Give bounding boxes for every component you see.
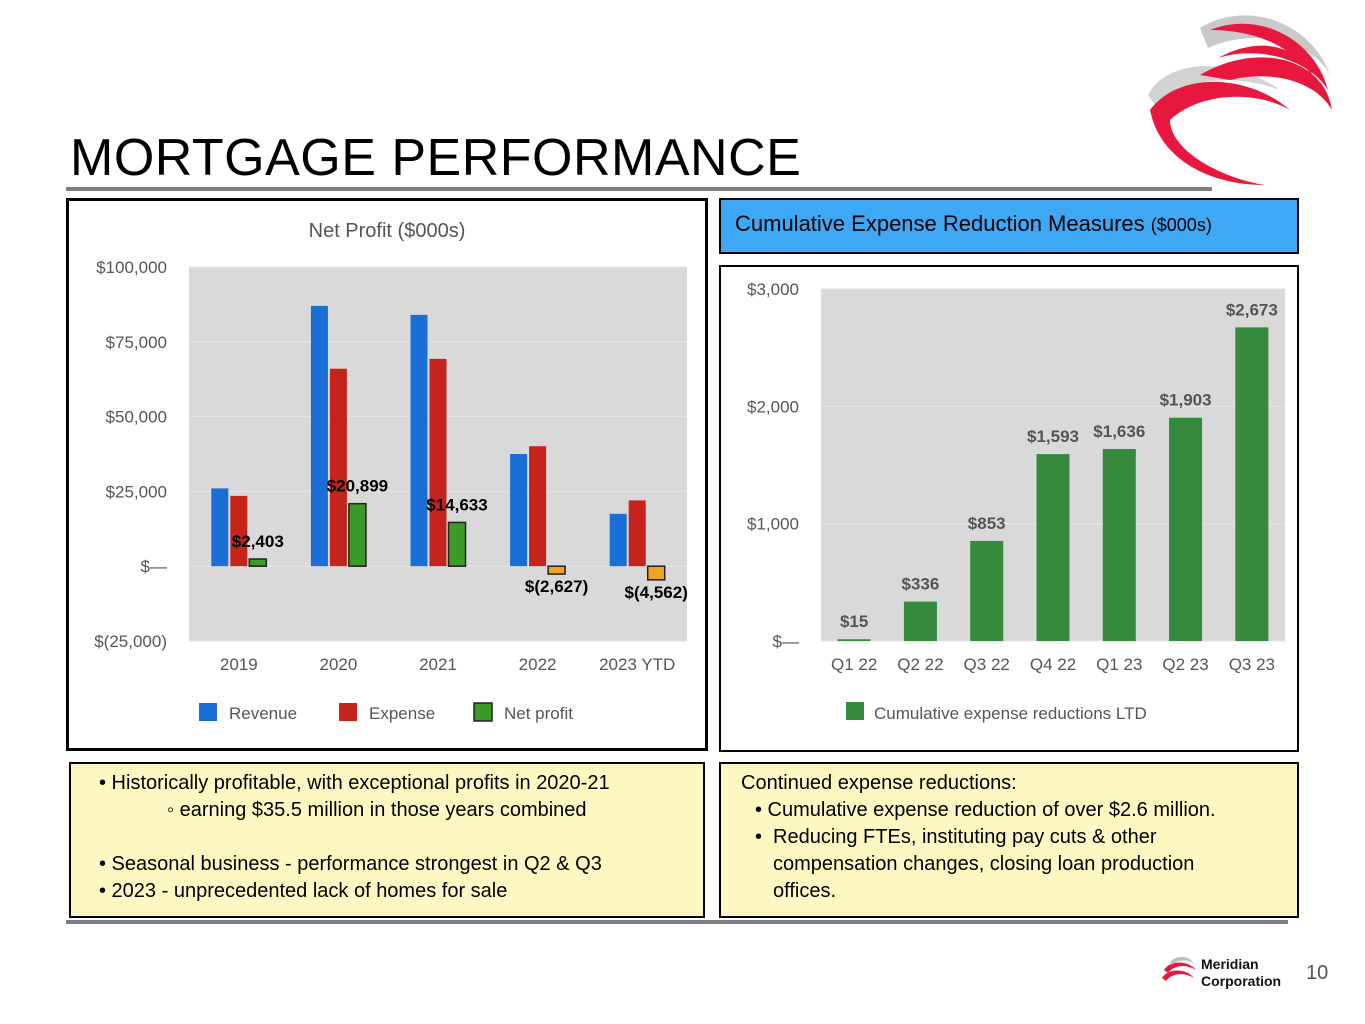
bar-net-profit: [547, 565, 566, 575]
bottom-rule: [66, 920, 1288, 924]
bar-cumulative-reduction: [1235, 327, 1269, 641]
note-sub-bullet: ◦ earning $35.5 million in those years c…: [167, 799, 587, 821]
y-tick-label: $25,000: [106, 482, 167, 501]
bar-cumulative-reduction: [1036, 454, 1070, 641]
y-tick-label: $3,000: [747, 280, 799, 299]
bar-data-label: $1,636: [1093, 422, 1145, 441]
bar-data-label: $853: [968, 514, 1006, 533]
bar-net-profit: [348, 502, 367, 567]
legend-label: Cumulative expense reductions LTD: [874, 704, 1147, 723]
brand-line-1: Meridian: [1201, 956, 1259, 972]
note-heading: Continued expense reductions:: [741, 772, 1017, 794]
x-tick-label: Q4 22: [1030, 655, 1076, 674]
note-bullet-line: compensation changes, closing loan produ…: [773, 853, 1195, 875]
legend-swatch: [473, 702, 493, 722]
x-tick-label: 2022: [519, 655, 557, 674]
bar-data-label: $15: [840, 612, 868, 631]
title-underline: [66, 187, 1212, 191]
bar-revenue: [410, 314, 428, 567]
bar-cumulative-reduction: [903, 601, 937, 641]
x-tick-label: Q1 23: [1096, 655, 1142, 674]
y-tick-label: $1,000: [747, 515, 799, 534]
x-tick-label: Q1 22: [831, 655, 877, 674]
y-tick-label: $100,000: [96, 258, 167, 277]
y-tick-label: $75,000: [106, 333, 167, 352]
net-profit-data-label: $20,899: [327, 477, 388, 496]
note-spacer: [99, 824, 703, 851]
note-bullet-line: offices.: [773, 880, 836, 902]
y-tick-label: $50,000: [106, 408, 167, 427]
note-bullet: • Reducing FTEs, instituting pay cuts & …: [741, 824, 1297, 905]
bar-cumulative-reduction: [1102, 449, 1136, 641]
bar-expense: [329, 368, 347, 567]
legend-label: Expense: [369, 704, 435, 723]
net-profit-data-label: $14,633: [426, 495, 487, 514]
x-tick-label: 2021: [419, 655, 457, 674]
note-bullet: • Cumulative expense reduction of over $…: [755, 799, 1216, 821]
note-bullet: • Seasonal business - performance strong…: [99, 853, 602, 875]
y-tick-label: $—: [773, 632, 799, 651]
meridian-swirl-logo-icon: [1148, 15, 1332, 185]
expense-header-title: Cumulative Expense Reduction Measures: [735, 211, 1145, 236]
x-tick-label: Q2 22: [897, 655, 943, 674]
legend-label: Net profit: [504, 704, 573, 723]
x-tick-label: Q3 22: [964, 655, 1010, 674]
cumulative-expense-chart: $3,000 $2,000 $1,000 $— $15 Q1 22 $336 Q2 22 $85…: [747, 280, 1285, 723]
bar-data-label: $1,593: [1027, 427, 1079, 446]
bar-revenue: [211, 488, 229, 567]
bar-revenue: [609, 513, 627, 567]
y-tick-label: $—: [141, 557, 167, 576]
footer-brand-name: Meridian Corporation: [1201, 956, 1281, 990]
note-bullet: • Historically profitable, with exceptio…: [99, 772, 610, 794]
net-profit-chart: $100,000 $75,000 $50,000 $25,000 $— $(25,000)…: [94, 220, 688, 723]
legend-label: Revenue: [229, 704, 297, 723]
bar-expense: [529, 446, 547, 567]
expense-header-unit: ($000s): [1150, 215, 1212, 235]
x-tick-label: 2023 YTD: [599, 655, 675, 674]
bullet-glyph: •: [755, 826, 763, 848]
x-tick-label: Q3 23: [1229, 655, 1275, 674]
expense-reduction-header: Cumulative Expense Reduction Measures ($…: [719, 198, 1299, 254]
bar-revenue: [310, 305, 328, 567]
bar-data-label: $1,903: [1160, 391, 1212, 410]
x-tick-label: 2019: [220, 655, 258, 674]
net-profit-data-label: $2,403: [232, 532, 284, 551]
legend-swatch: [199, 703, 217, 721]
x-tick-label: 2020: [319, 655, 357, 674]
bar-expense: [230, 495, 248, 567]
cumulative-expense-chart-panel: $3,000 $2,000 $1,000 $— $15 Q1 22 $336 Q2 22 $85…: [719, 265, 1299, 752]
net-profit-data-label: $(2,627): [525, 577, 588, 596]
bar-cumulative-reduction: [970, 540, 1004, 641]
bar-cumulative-reduction: [1169, 417, 1203, 641]
left-notes-box: • Historically profitable, with exceptio…: [69, 762, 705, 918]
right-notes-box: Continued expense reductions: • Cumulati…: [719, 762, 1299, 918]
bar-data-label: $336: [902, 575, 940, 594]
bar-net-profit: [447, 521, 467, 567]
legend-swatch: [339, 703, 357, 721]
bar-data-label: $2,673: [1226, 300, 1278, 319]
y-tick-label: $(25,000): [94, 632, 167, 651]
bar-revenue: [510, 454, 528, 567]
y-tick-label: $2,000: [747, 397, 799, 416]
bar-net-profit: [248, 558, 268, 567]
legend-swatch: [846, 702, 864, 720]
bar-net-profit: [646, 565, 666, 581]
net-profit-data-label: $(4,562): [625, 583, 688, 602]
page-number: 10: [1306, 962, 1329, 984]
brand-line-2: Corporation: [1201, 973, 1282, 989]
page-title: MORTGAGE PERFORMANCE: [70, 129, 802, 187]
meridian-small-logo-icon: [1162, 956, 1196, 981]
bar-expense: [429, 358, 447, 567]
chart-title: Net Profit ($000s): [309, 220, 466, 242]
note-bullet-line: Reducing FTEs, instituting pay cuts & ot…: [773, 826, 1157, 848]
bar-cumulative-reduction: [837, 639, 871, 641]
note-bullet: • 2023 - unprecedented lack of homes for…: [99, 880, 508, 902]
net-profit-chart-panel: $100,000 $75,000 $50,000 $25,000 $— $(25,000)…: [66, 198, 708, 751]
x-tick-label: Q2 23: [1162, 655, 1208, 674]
bar-expense: [628, 500, 646, 567]
